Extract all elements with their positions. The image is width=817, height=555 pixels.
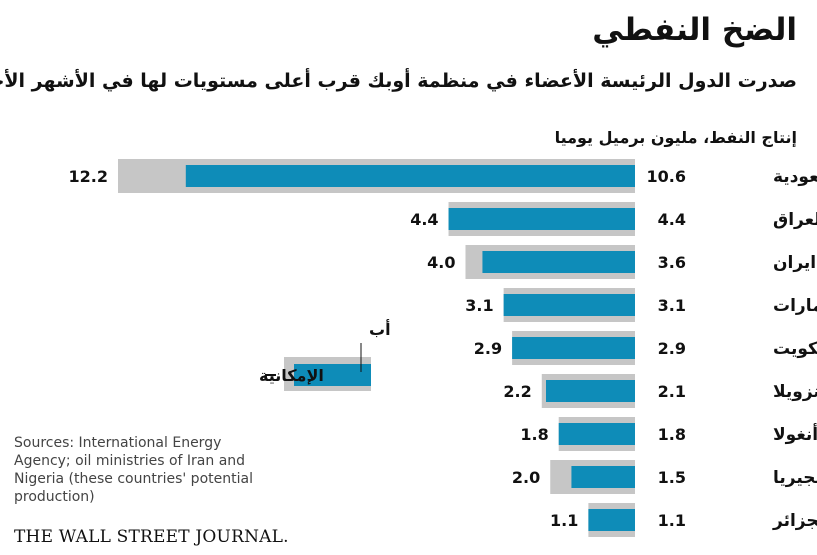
production-value-label: 1.8	[658, 425, 686, 444]
production-value-label: 1.5	[658, 468, 686, 487]
capacity-value-label: 4.0	[427, 253, 455, 272]
country-label: العراق	[773, 210, 817, 230]
capacity-value-label: 2.9	[474, 339, 502, 358]
chart-title: الضخ النفطي	[592, 12, 797, 48]
production-value-label: 2.9	[658, 339, 686, 358]
sources-note: Sources: International Energy Agency; oi…	[14, 435, 253, 505]
country-label: الكويت	[773, 339, 817, 359]
capacity-value-label: 2.0	[512, 468, 540, 487]
production-bar	[571, 466, 635, 488]
legend-capacity-label: الإمكانية	[259, 366, 324, 385]
legend: أب الإمكانية	[259, 319, 391, 391]
country-label: أنغولا	[773, 423, 817, 445]
capacity-value-label: 3.1	[465, 296, 493, 315]
capacity-value-label: 1.8	[520, 425, 548, 444]
country-label: ايران	[773, 253, 816, 273]
publisher-logo: THE WALL STREET JOURNAL.	[14, 527, 289, 547]
production-bar	[512, 337, 635, 359]
legend-current-label: أب	[369, 319, 391, 339]
country-label: الإمارات	[773, 296, 817, 316]
production-bar	[558, 423, 635, 445]
production-value-label: 4.4	[658, 210, 686, 229]
capacity-value-label: 12.2	[69, 167, 108, 186]
legend-production-swatch	[294, 364, 371, 386]
capacity-value-label: 4.4	[410, 210, 438, 229]
country-label: فنزويلا	[773, 382, 817, 402]
production-value-label: 3.1	[658, 296, 686, 315]
country-label: نيجيريا	[773, 468, 817, 488]
capacity-value-label: 2.2	[503, 382, 531, 401]
chart-subtitle: صدرت الدول الرئيسة الأعضاء في منظمة أوبك…	[0, 70, 797, 92]
production-value-label: 10.6	[647, 167, 686, 186]
production-value-label: 1.1	[658, 511, 686, 530]
unit-label: إنتاج النفط، مليون برميل يوميا	[554, 128, 797, 147]
production-bar	[482, 251, 635, 273]
production-value-label: 3.6	[658, 253, 686, 272]
production-value-label: 2.1	[658, 382, 686, 401]
capacity-value-label: 1.1	[550, 511, 578, 530]
production-bar	[588, 509, 635, 531]
production-bar	[185, 165, 635, 187]
country-label: السعودية	[773, 167, 817, 187]
production-bar	[448, 208, 635, 230]
production-bar	[546, 380, 635, 402]
production-bar	[503, 294, 635, 316]
country-label: الجزائر	[772, 511, 817, 531]
